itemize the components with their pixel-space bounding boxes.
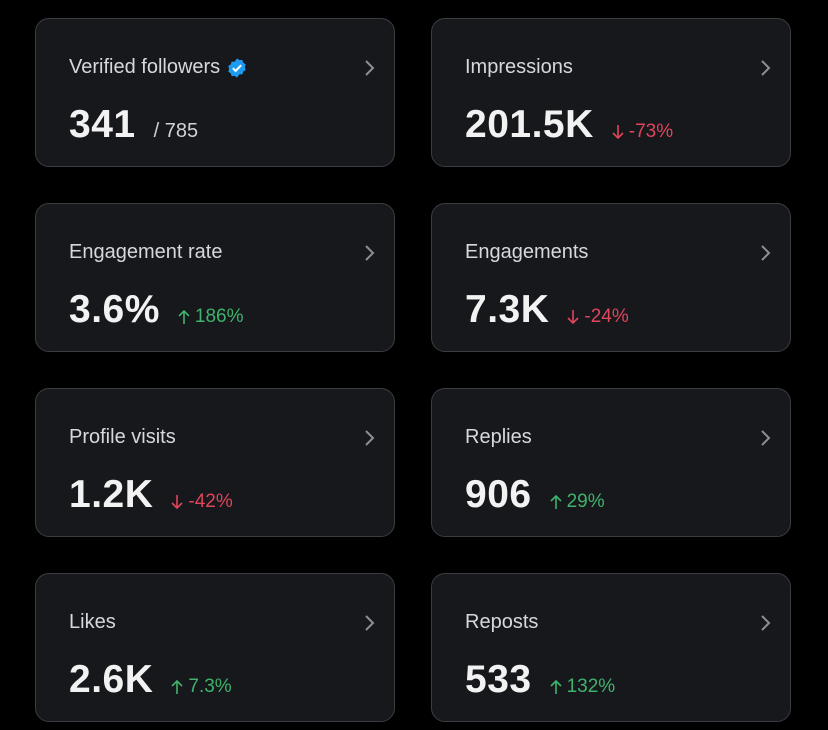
change-wrap: -24% <box>567 306 629 328</box>
metric-card[interactable]: Engagement rate 3.6% 186% <box>35 203 395 352</box>
metric-value: 1.2K <box>69 473 154 516</box>
metric-card[interactable]: Verified followers 341 / 785 <box>35 18 395 167</box>
arrow-up <box>550 679 562 694</box>
value-row: 3.6% 186% <box>69 288 244 332</box>
arrow-up <box>178 309 190 324</box>
change-wrap: -73% <box>612 121 673 143</box>
chevron <box>365 615 375 631</box>
metric-card[interactable]: Profile visits 1.2K -42% <box>35 388 395 537</box>
chevron <box>761 430 771 446</box>
card-label-wrap: Verified followers <box>69 56 248 79</box>
value-row: 7.3K -24% <box>465 288 629 332</box>
metric-value: 906 <box>465 473 532 516</box>
change: -24% <box>584 306 629 327</box>
arrow-down <box>171 495 183 510</box>
arrow-up <box>171 679 183 694</box>
chevron <box>365 60 375 76</box>
arrow-up <box>550 494 562 509</box>
change: -42% <box>188 491 233 512</box>
change-wrap: 7.3% <box>171 676 232 698</box>
metric-value: 7.3K <box>465 288 550 331</box>
value-row: 533 132% <box>465 658 615 702</box>
metric-card[interactable]: Engagements 7.3K -24% <box>431 203 791 352</box>
metric-value: 533 <box>465 658 532 701</box>
change: 132% <box>566 676 616 697</box>
verified-badge <box>228 57 246 78</box>
change-wrap: 186% <box>178 306 244 328</box>
card-label: Engagements <box>465 241 589 263</box>
value-row: 341 / 785 <box>69 103 198 147</box>
metric-card[interactable]: Replies 906 29% <box>431 388 791 537</box>
change: -73% <box>628 121 674 142</box>
card-label: Likes <box>69 611 116 633</box>
arrow-down <box>567 310 579 325</box>
chevron <box>761 245 771 261</box>
card-label: Replies <box>465 426 532 448</box>
value-row: 1.2K -42% <box>69 473 233 517</box>
card-label: Engagement rate <box>69 241 223 263</box>
value-row: 906 29% <box>465 473 605 517</box>
metric-value: 201.5K <box>465 103 594 146</box>
chevron <box>761 615 771 631</box>
change-wrap: 29% <box>550 491 605 513</box>
card-label: Verified followers <box>69 56 221 78</box>
arrow-down <box>612 125 624 140</box>
chevron <box>761 60 771 76</box>
card-label: Profile visits <box>69 426 176 448</box>
change-wrap: 132% <box>550 676 616 698</box>
metric-card[interactable]: Reposts 533 132% <box>431 573 791 722</box>
chevron <box>365 430 375 446</box>
metric-value: 2.6K <box>69 658 154 701</box>
metric-card[interactable]: Impressions 201.5K -73% <box>431 18 791 167</box>
change: 7.3% <box>188 676 232 697</box>
value-row: 2.6K 7.3% <box>69 658 232 702</box>
card-label: Reposts <box>465 611 539 633</box>
change-wrap: -42% <box>171 491 233 513</box>
metric-value: 3.6% <box>69 288 160 331</box>
metric-value: 341 <box>69 103 136 146</box>
metric-total: / 785 <box>153 120 199 142</box>
change: 186% <box>194 306 244 327</box>
card-label: Impressions <box>465 56 573 78</box>
change: 29% <box>566 491 605 512</box>
value-row: 201.5K -73% <box>465 103 673 147</box>
chevron <box>365 245 375 261</box>
metric-card[interactable]: Likes 2.6K 7.3% <box>35 573 395 722</box>
